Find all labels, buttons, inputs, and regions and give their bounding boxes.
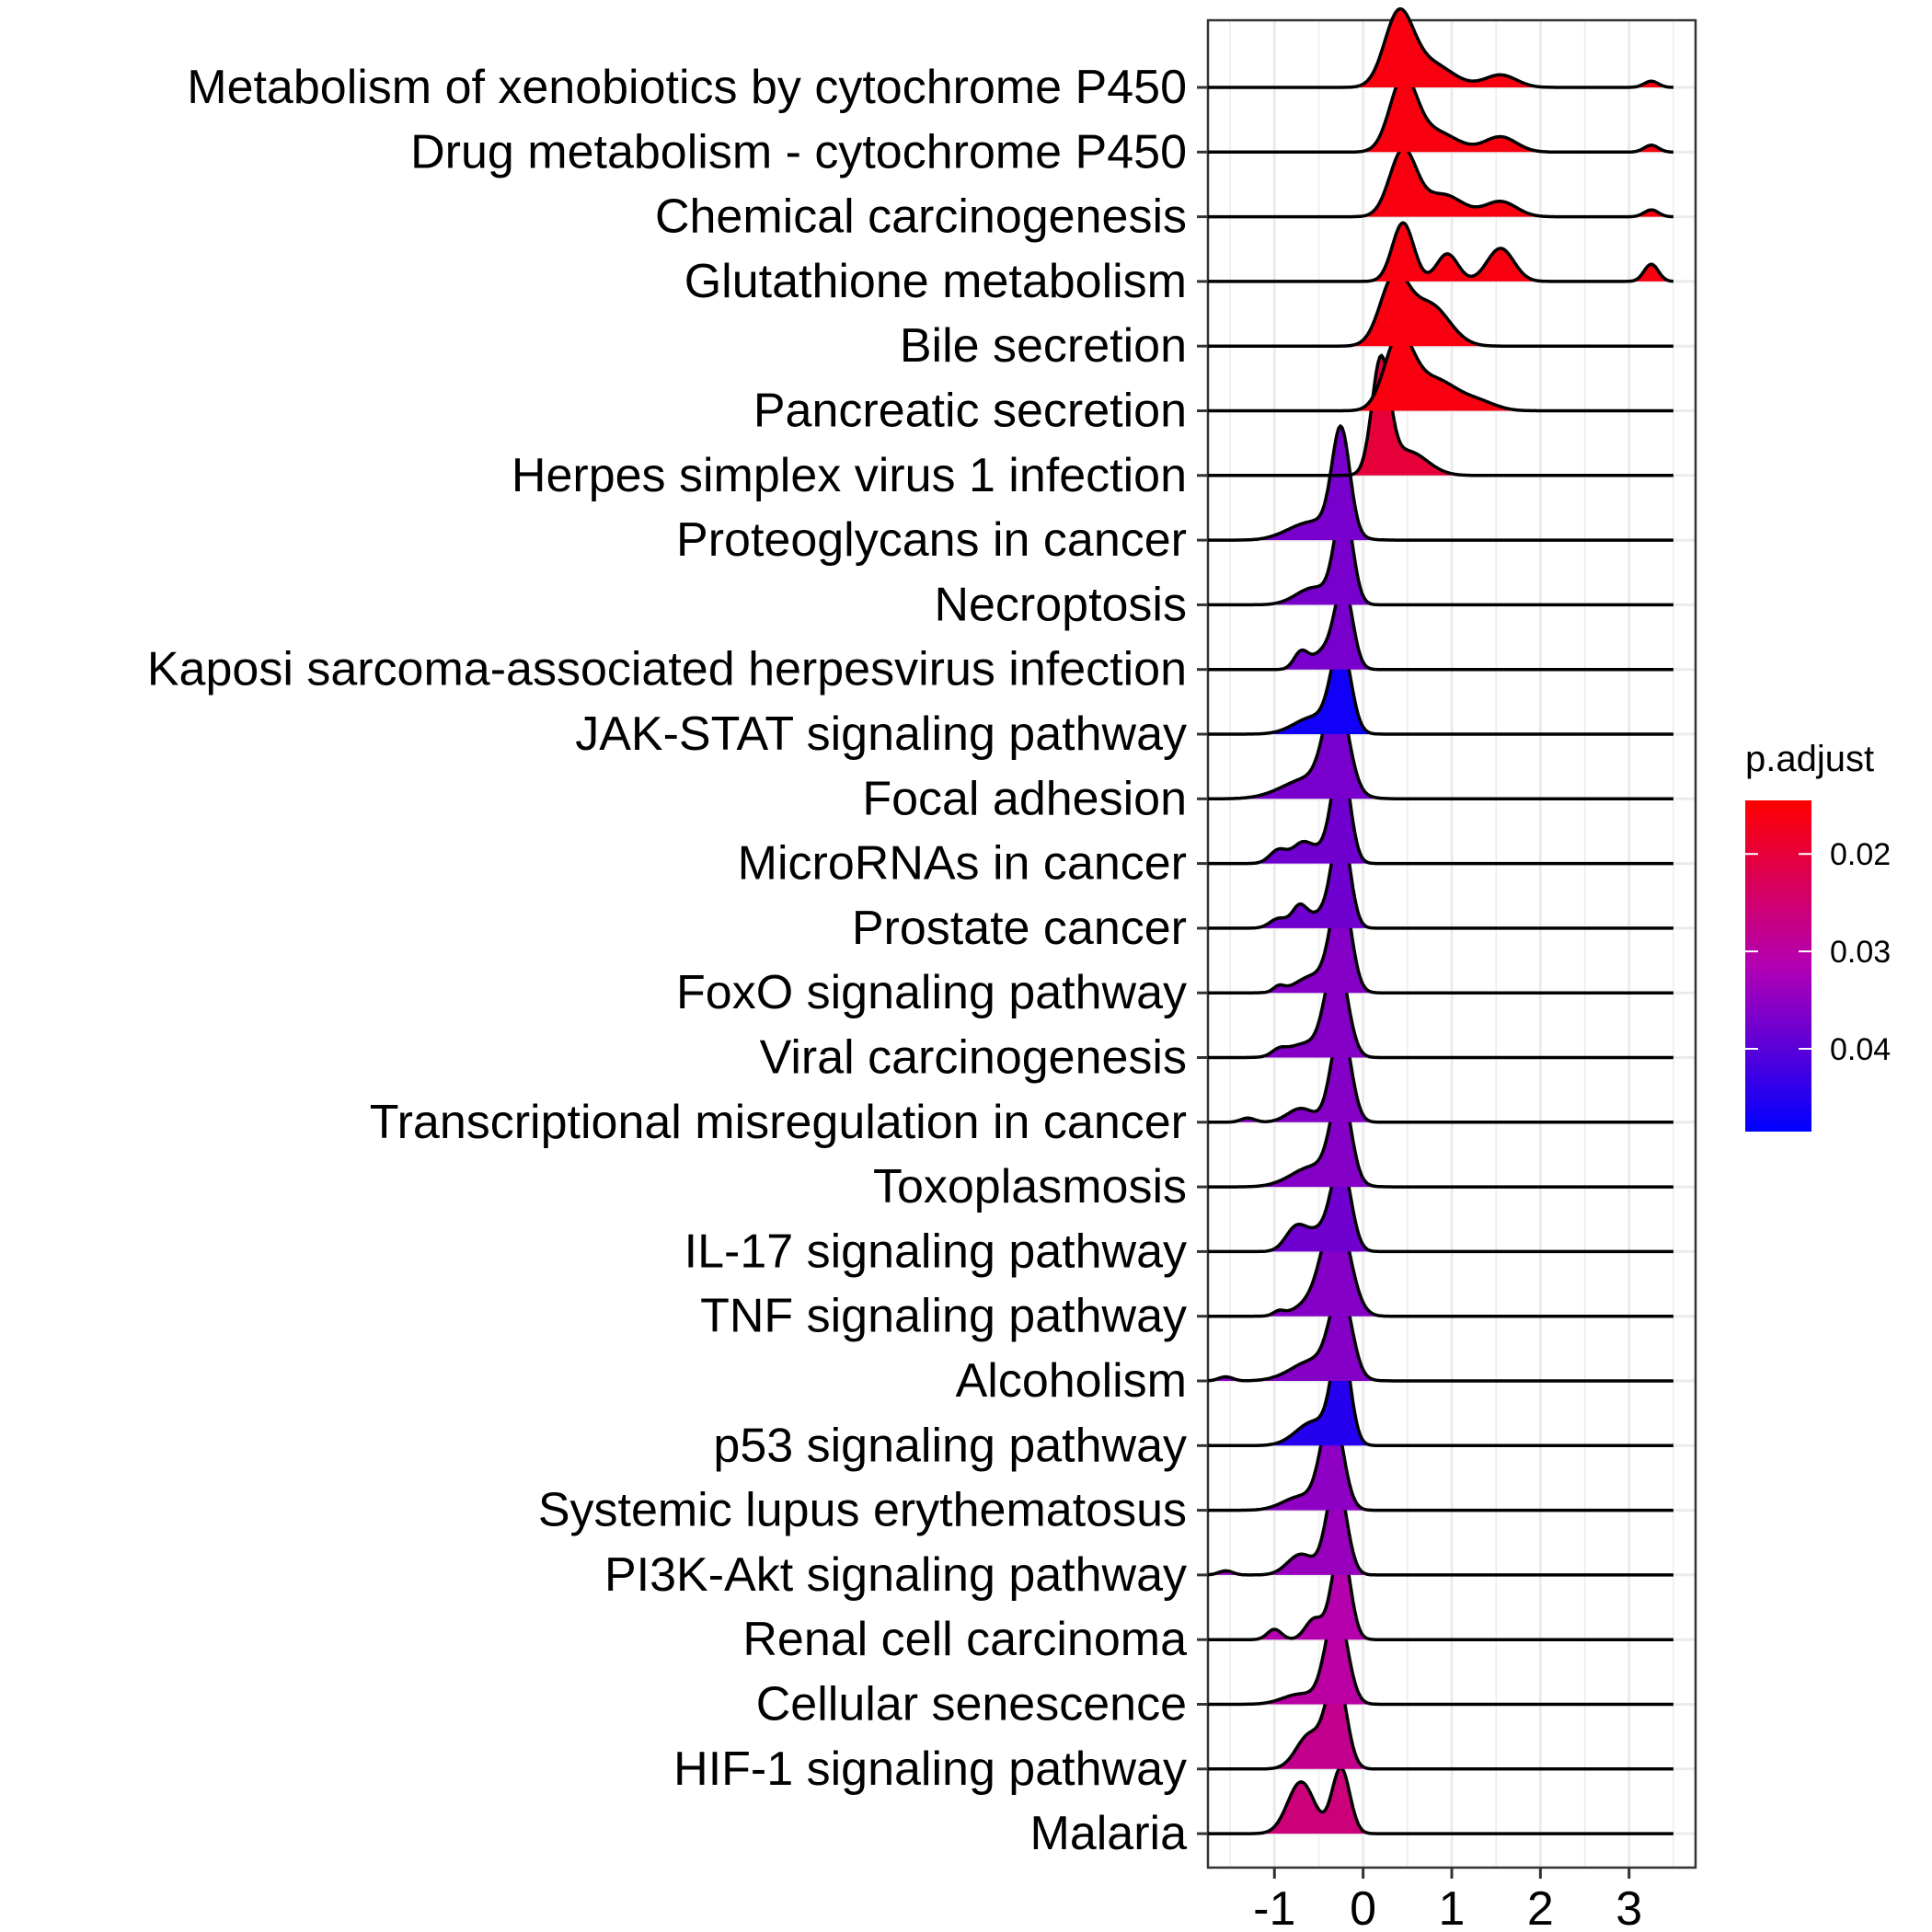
x-axis: -1 0 1 2 3	[1253, 1868, 1642, 1932]
y-tick-label: JAK-STAT signaling pathway	[575, 707, 1187, 761]
ridge-outline	[1208, 582, 1673, 672]
ridge-outline	[1208, 1085, 1673, 1189]
ridge-outline	[1208, 1604, 1673, 1707]
y-tick-label: p53 signaling pathway	[713, 1419, 1187, 1472]
y-tick-label: IL-17 signaling pathway	[684, 1225, 1187, 1278]
ridge-outline	[1208, 638, 1673, 736]
ridge-fill	[1369, 223, 1672, 282]
ridge-outline	[1208, 1024, 1673, 1124]
y-tick-label: Systemic lupus erythematosus	[538, 1484, 1187, 1537]
y-tick-label: FoxO signaling pathway	[676, 966, 1187, 1019]
plot-panel	[1206, 18, 1697, 1869]
ridge-outline	[1208, 502, 1673, 607]
x-tick-label: 0	[1350, 1882, 1376, 1932]
y-axis-labels: Metabolism of xenobiotics by cytochrome …	[147, 61, 1208, 1860]
ridge-outline	[1208, 424, 1673, 542]
ridge-outline	[1207, 1286, 1673, 1383]
y-tick-label: Herpes simplex virus 1 infection	[512, 449, 1187, 502]
ridge-4	[1208, 270, 1673, 348]
ridge-fill	[1360, 148, 1669, 217]
ridge-outline	[1208, 952, 1673, 1060]
ridge-outline	[1208, 687, 1673, 801]
ridge-27	[1208, 1765, 1673, 1835]
y-tick-label: Glutathione metabolism	[684, 255, 1187, 308]
ridge-3	[1208, 221, 1674, 283]
y-tick-label: Transcriptional misregulation in cancer	[370, 1096, 1187, 1149]
ridge-fill	[1347, 271, 1491, 347]
ridge-outline	[1207, 1476, 1673, 1577]
ridge-outline	[1208, 1332, 1673, 1448]
ridge-26	[1208, 1669, 1673, 1771]
x-tick-label: -1	[1253, 1882, 1295, 1932]
x-tick-label: 1	[1439, 1882, 1466, 1932]
y-tick-label: Malaria	[1030, 1807, 1188, 1860]
ridges-layer	[1207, 6, 1674, 1835]
ridge-fill	[1351, 8, 1669, 88]
y-tick-label: Drug metabolism - cytochrome P450	[410, 125, 1187, 178]
ridge-outline	[1208, 270, 1673, 348]
ridge-fill	[1248, 426, 1382, 541]
legend-colorbar	[1745, 800, 1811, 1132]
y-tick-label: MicroRNAs in cancer	[738, 837, 1187, 891]
ridge-1	[1208, 73, 1673, 155]
ridge-outline	[1208, 754, 1673, 866]
ridge-2	[1208, 146, 1673, 219]
y-tick-label: PI3K-Akt signaling pathway	[604, 1548, 1187, 1602]
x-tick-label: 2	[1527, 1882, 1554, 1932]
y-tick-label: TNF signaling pathway	[700, 1290, 1187, 1343]
ridge-outline	[1208, 6, 1673, 89]
y-tick-label: Viral carcinogenesis	[760, 1031, 1187, 1085]
y-tick-label: Proteoglycans in cancer	[676, 513, 1187, 567]
y-tick-label: Alcoholism	[956, 1354, 1187, 1408]
y-tick-label: Metabolism of xenobiotics by cytochrome …	[187, 61, 1187, 114]
ridge-fill	[1269, 1671, 1370, 1769]
ridge-outline	[1208, 881, 1673, 995]
ridge-fill	[1351, 332, 1524, 411]
ridge-outline	[1208, 1405, 1673, 1512]
y-tick-label: Renal cell carcinoma	[742, 1613, 1187, 1666]
legend-title: p.adjust	[1745, 739, 1874, 779]
y-tick-label: Chemical carcinogenesis	[655, 190, 1187, 244]
ridge-5	[1208, 330, 1673, 413]
y-tick-label: Pancreatic secretion	[753, 385, 1187, 438]
legend-tick-label: 0.02	[1830, 837, 1891, 872]
y-tick-label: Toxoplasmosis	[873, 1160, 1187, 1213]
ridge-9	[1208, 582, 1673, 672]
ridge-outline	[1208, 353, 1673, 477]
ridge-fill	[1358, 75, 1669, 153]
ridge-outline	[1208, 330, 1673, 413]
ridge-outline	[1208, 1765, 1673, 1835]
ridge-fill	[1233, 689, 1387, 799]
ridge-outline	[1208, 221, 1674, 283]
ridge-outline	[1208, 822, 1673, 930]
y-tick-label: Cellular senescence	[756, 1678, 1187, 1731]
ridge-7	[1208, 424, 1673, 542]
ridge-outline	[1208, 73, 1673, 155]
y-tick-label: HIF-1 signaling pathway	[673, 1742, 1187, 1796]
ridge-19	[1208, 1208, 1673, 1318]
ridge-outline	[1208, 1669, 1673, 1771]
x-tick-label: 3	[1616, 1882, 1642, 1932]
y-tick-label: Focal adhesion	[862, 772, 1187, 825]
legend-tick-label: 0.03	[1830, 935, 1891, 970]
ridge-fill	[1263, 1210, 1382, 1317]
ridge-11	[1208, 687, 1673, 801]
ridge-0	[1208, 6, 1673, 89]
y-tick-label: Prostate cancer	[852, 902, 1187, 955]
y-tick-label: Kaposi sarcoma-associated herpesvirus in…	[147, 643, 1187, 696]
ridge-outline	[1208, 1541, 1673, 1641]
ridge-outline	[1208, 1157, 1673, 1254]
ridge-outline	[1208, 146, 1673, 219]
legend: p.adjust 0.02 0.03 0.04	[1745, 739, 1891, 1132]
y-tick-label: Necroptosis	[934, 578, 1187, 631]
legend-tick-label: 0.04	[1830, 1032, 1891, 1067]
ridge-outline	[1208, 1208, 1673, 1318]
y-tick-label: Bile secretion	[900, 319, 1187, 373]
